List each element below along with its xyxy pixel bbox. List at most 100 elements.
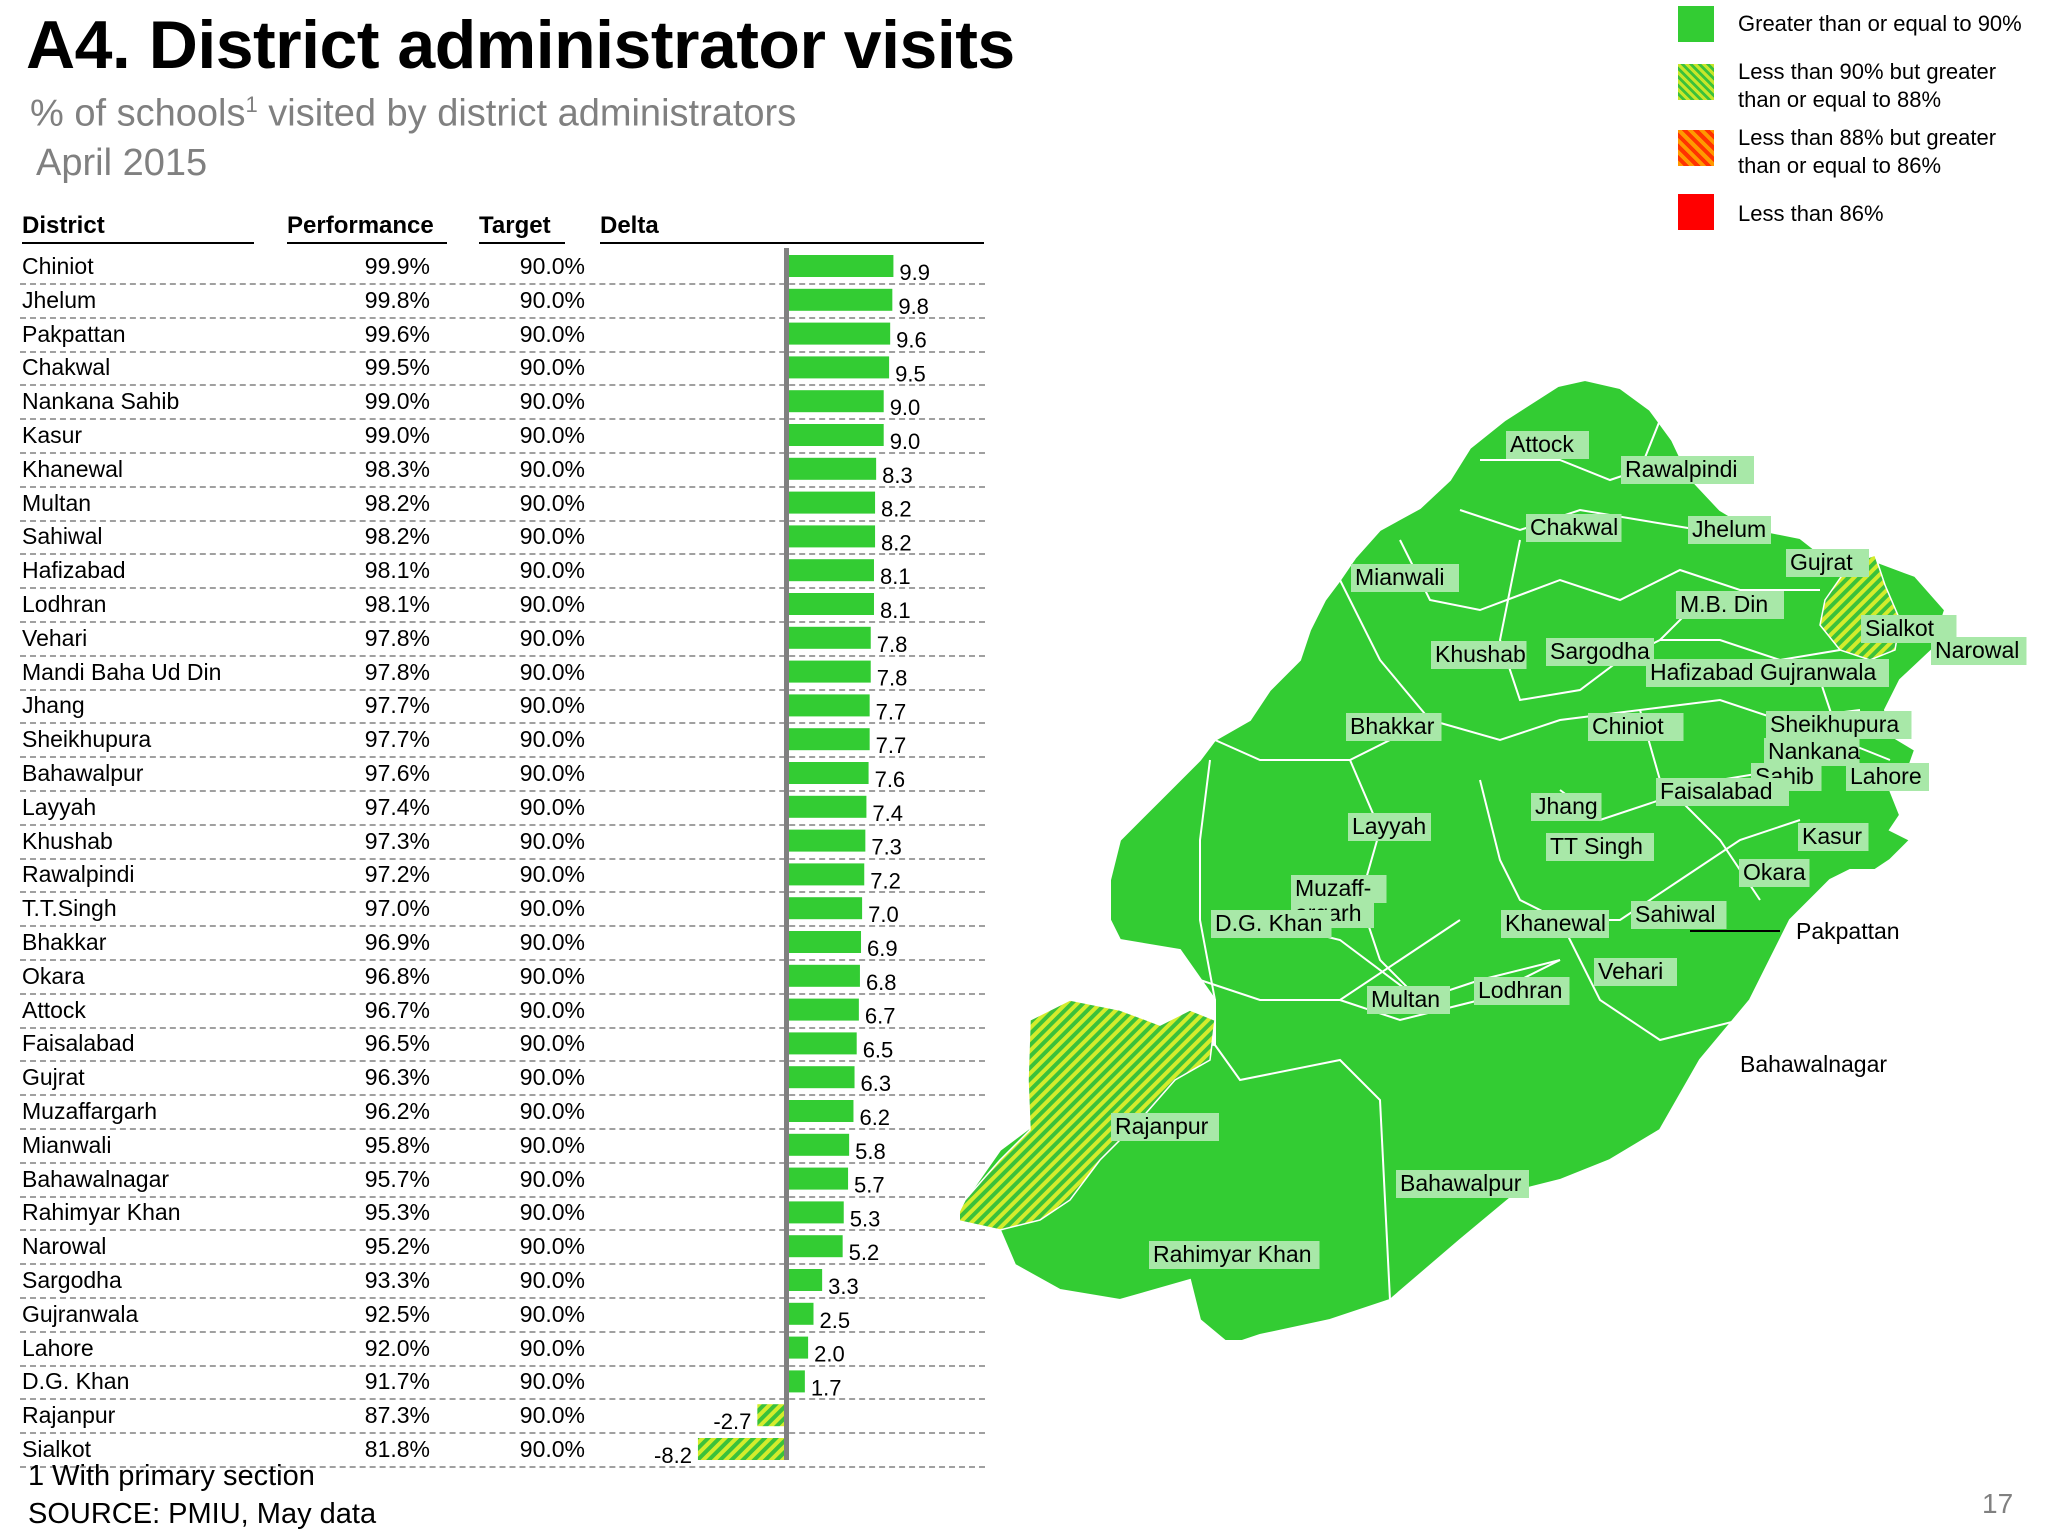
delta-label: 6.9 xyxy=(867,936,898,961)
legend-label: Less than 88% but greater than or equal … xyxy=(1738,125,1997,178)
target-value: 90.0% xyxy=(519,320,585,347)
delta-bar xyxy=(786,694,870,717)
district-name: Kasur xyxy=(22,422,83,448)
performance-value: 96.2% xyxy=(364,1098,430,1124)
performance-value: 96.3% xyxy=(364,1064,430,1091)
row-separator xyxy=(20,959,985,961)
district-name: Lahore xyxy=(22,1334,94,1361)
performance-value: 96.7% xyxy=(364,996,430,1023)
district-name: Attock xyxy=(22,996,86,1023)
table-row: Jhang 97.7% 90.0% xyxy=(20,689,985,725)
district-name: Bahawalpur xyxy=(22,760,144,786)
delta-label: -2.7 xyxy=(713,1409,751,1434)
row-separator xyxy=(20,485,985,488)
target-value: 90.0% xyxy=(519,286,585,313)
delta-label: 1.7 xyxy=(811,1375,842,1400)
map-label-bg xyxy=(1348,813,1431,841)
performance-value: 97.4% xyxy=(364,793,430,820)
table-row: Chiniot 99.9% 90.0% xyxy=(20,250,985,285)
performance-value: 97.0% xyxy=(364,895,430,922)
district-name: Mianwali xyxy=(22,1131,112,1158)
performance-value: 97.8% xyxy=(364,658,430,685)
map-labels: Attock Rawalpindi Chakwal Jhelum Mianwali Guj… xyxy=(1111,431,2027,1269)
row-separator xyxy=(20,1195,985,1198)
delta-bar xyxy=(697,1438,787,1460)
target-value: 90.0% xyxy=(519,1436,585,1462)
map-label: Pakpattan xyxy=(1796,918,1900,944)
delta-label: 7.2 xyxy=(870,868,901,893)
map-label: Khanewal xyxy=(1505,910,1606,936)
header-performance: Performance xyxy=(287,212,447,244)
legend-label: Less than 90% but greater than or equal … xyxy=(1738,59,1997,112)
punjab-district-map: Attock Rawalpindi Chakwal Jhelum Mianwali Guj… xyxy=(960,378,2027,1340)
target-value: 90.0% xyxy=(519,388,585,415)
performance-value: 98.2% xyxy=(364,489,430,516)
table-row: Nankana Sahib 99.0% 90.0% xyxy=(20,385,985,421)
row-separator xyxy=(20,654,985,657)
performance-value: 87.3% xyxy=(364,1402,430,1429)
delta-label: 7.6 xyxy=(875,767,906,792)
row-separator xyxy=(20,1330,985,1333)
table-row: Attock 96.7% 90.0% xyxy=(20,994,985,1029)
delta-bar xyxy=(786,863,865,886)
map-label: Sargodha xyxy=(1550,638,1650,664)
map-label-bg xyxy=(1676,591,1784,619)
performance-value: 96.8% xyxy=(364,962,430,989)
row-separator xyxy=(20,1060,985,1063)
performance-value: 95.7% xyxy=(364,1165,430,1192)
map-label: Khushab xyxy=(1435,641,1526,667)
table-row: Rahimyar Khan 95.3% 90.0% xyxy=(20,1196,985,1232)
delta-label: 7.7 xyxy=(876,699,907,724)
map-label-bg xyxy=(1346,713,1442,741)
district-name: Rawalpindi xyxy=(22,861,135,888)
delta-label: 9.6 xyxy=(896,328,927,353)
target-value: 90.0% xyxy=(519,1300,585,1327)
delta-bar xyxy=(786,457,877,480)
target-value: 90.0% xyxy=(519,1334,585,1361)
header-delta: Delta xyxy=(600,212,984,244)
delta-bar xyxy=(786,1336,809,1359)
table-row: Gujranwala 92.5% 90.0% xyxy=(20,1298,985,1333)
delta-bar xyxy=(786,491,876,514)
district-name: Narowal xyxy=(22,1233,107,1260)
map-label-bg xyxy=(1764,738,1860,766)
map-label-bg xyxy=(1526,514,1622,542)
delta-bar xyxy=(786,931,862,953)
table-row: Sialkot 81.8% 90.0% xyxy=(20,1433,985,1468)
target-value: 90.0% xyxy=(519,624,585,651)
map-label-bg xyxy=(1396,1170,1529,1198)
district-name: Faisalabad xyxy=(22,1030,135,1057)
row-separator xyxy=(20,316,985,319)
district-name: Mandi Baha Ud Din xyxy=(22,658,222,685)
performance-value: 98.1% xyxy=(364,557,430,584)
target-value: 90.0% xyxy=(519,1030,585,1057)
map-label-bg xyxy=(1351,564,1459,592)
target-value: 90.0% xyxy=(519,1064,585,1091)
performance-value: 99.0% xyxy=(364,388,430,415)
delta-bar xyxy=(786,1269,823,1291)
table-row: Rajanpur 87.3% 90.0% xyxy=(20,1399,985,1435)
map-label-bg xyxy=(1739,859,1810,887)
map-label-bg xyxy=(1646,659,1767,687)
district-name: Jhang xyxy=(22,692,85,719)
row-separator xyxy=(20,756,985,759)
district-name: Chiniot xyxy=(22,253,94,279)
table-row: Lodhran 98.1% 90.0% xyxy=(20,588,985,623)
map-label: D.G. Khan xyxy=(1215,910,1322,936)
delta-label: 2.5 xyxy=(820,1308,851,1333)
map-label-bg xyxy=(1531,793,1602,821)
footnote-marker: 1 xyxy=(245,92,258,117)
map-label: Rahimyar Khan xyxy=(1153,1241,1312,1267)
table-row: Khanewal 98.3% 90.0% xyxy=(20,453,985,488)
delta-label: 5.2 xyxy=(849,1240,880,1265)
delta-bar xyxy=(786,728,870,751)
target-value: 90.0% xyxy=(519,1199,585,1226)
row-separator xyxy=(20,1161,985,1164)
district-name: Rahimyar Khan xyxy=(22,1199,181,1226)
map-label: Chiniot xyxy=(1592,713,1664,739)
map-label: Kasur xyxy=(1802,823,1862,849)
district-name: Gujranwala xyxy=(22,1300,139,1327)
delta-bar xyxy=(786,964,860,987)
map-label: Nankana xyxy=(1768,738,1860,764)
performance-value: 97.6% xyxy=(364,760,430,786)
